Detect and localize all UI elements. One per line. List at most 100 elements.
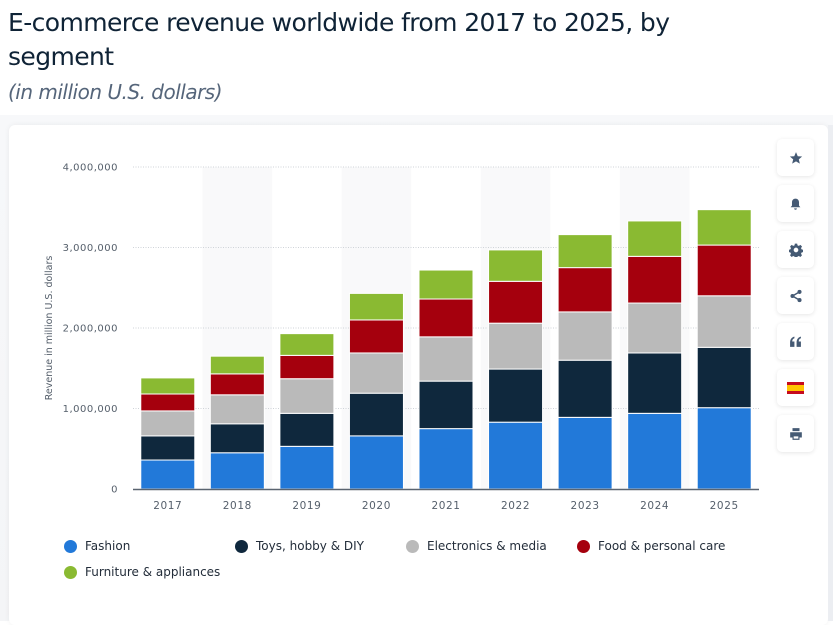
x-tick-label: 2020 <box>362 500 391 512</box>
settings-button[interactable] <box>777 231 814 268</box>
star-icon <box>789 151 802 164</box>
y-tick-label: 0 <box>111 485 118 496</box>
spain-flag-icon <box>787 381 804 394</box>
bell-icon <box>790 198 801 210</box>
bar-stack-2021 <box>418 269 474 490</box>
legend-dot-icon <box>235 539 248 553</box>
bar-segment[interactable] <box>348 292 404 321</box>
y-tick-label: 1,000,000 <box>63 404 118 415</box>
bar-segment[interactable] <box>557 359 613 418</box>
bar-segment[interactable] <box>279 354 335 380</box>
bar-segment[interactable] <box>696 407 752 490</box>
bar-segment[interactable] <box>348 352 404 394</box>
bar-segment[interactable] <box>627 255 683 304</box>
bar-segment[interactable] <box>418 336 474 382</box>
bar-segment[interactable] <box>418 269 474 300</box>
bar-segment[interactable] <box>557 311 613 361</box>
bar-segment[interactable] <box>209 394 265 425</box>
legend-item[interactable]: Electronics & media <box>406 538 577 554</box>
bar-segment[interactable] <box>488 249 544 282</box>
bars <box>140 209 752 490</box>
page-title: E-commerce revenue worldwide from 2017 t… <box>8 8 670 71</box>
x-tick-label: 2021 <box>431 500 460 512</box>
bar-segment[interactable] <box>279 333 335 356</box>
x-tick-label: 2022 <box>501 500 530 512</box>
legend-dot-icon <box>64 565 77 579</box>
printer-icon <box>789 427 802 440</box>
x-tick-label: 2023 <box>571 500 600 512</box>
bar-segment[interactable] <box>279 378 335 414</box>
bar-segment[interactable] <box>627 220 683 257</box>
bar-segment[interactable] <box>418 428 474 490</box>
bar-segment[interactable] <box>209 355 265 375</box>
bar-stack-2019 <box>279 333 335 490</box>
bar-segment[interactable] <box>696 295 752 348</box>
favorite-button[interactable] <box>777 139 814 176</box>
bar-segment[interactable] <box>696 346 752 409</box>
legend-label: Fashion <box>85 539 131 553</box>
language-button[interactable] <box>777 369 814 406</box>
bar-stack-2018 <box>209 355 265 490</box>
notification-button[interactable] <box>777 185 814 222</box>
bar-segment[interactable] <box>279 445 335 490</box>
legend-item[interactable]: Furniture & appliances <box>64 564 235 580</box>
bar-stack-2023 <box>557 234 613 490</box>
bar-stack-2020 <box>348 292 404 490</box>
x-axis: 2017 2018 2019 2020 2021 2022 2023 2024 2025 <box>133 488 759 512</box>
quote-icon <box>790 336 801 347</box>
x-tick-label: 2025 <box>710 500 739 512</box>
bar-segment[interactable] <box>140 377 196 395</box>
page-subtitle: (in million U.S. dollars) <box>8 80 223 104</box>
bar-segment[interactable] <box>488 280 544 324</box>
cite-button[interactable] <box>777 323 814 360</box>
share-icon <box>789 289 802 302</box>
bar-segment[interactable] <box>557 267 613 313</box>
x-tick-label: 2018 <box>223 500 252 512</box>
legend-dot-icon <box>406 539 419 553</box>
bar-segment[interactable] <box>696 209 752 246</box>
toolbar <box>777 139 814 452</box>
bar-segment[interactable] <box>140 459 196 490</box>
bar-segment[interactable] <box>140 410 196 437</box>
scrollbar-track[interactable] <box>828 125 833 621</box>
share-button[interactable] <box>777 277 814 314</box>
bar-segment[interactable] <box>348 435 404 490</box>
legend-item[interactable]: Food & personal care <box>577 538 748 554</box>
bar-segment[interactable] <box>140 393 196 412</box>
bar-segment[interactable] <box>627 302 683 354</box>
bar-segment[interactable] <box>209 423 265 454</box>
y-axis-label: Revenue in million U.S. dollars <box>44 256 55 401</box>
bar-segment[interactable] <box>488 322 544 370</box>
bar-segment[interactable] <box>209 373 265 396</box>
y-axis-ticks: 0 1,000,000 2,000,000 3,000,000 4,000,000 <box>63 163 118 496</box>
y-tick-label: 2,000,000 <box>63 324 118 335</box>
bar-segment[interactable] <box>696 244 752 297</box>
bar-segment[interactable] <box>488 421 544 490</box>
bar-segment[interactable] <box>348 392 404 437</box>
legend-label: Toys, hobby & DIY <box>256 539 364 553</box>
bar-segment[interactable] <box>557 234 613 269</box>
legend-item[interactable]: Toys, hobby & DIY <box>235 538 406 554</box>
legend-label: Food & personal care <box>598 539 726 553</box>
print-button[interactable] <box>777 415 814 452</box>
bar-segment[interactable] <box>209 452 265 490</box>
legend-item[interactable]: Fashion <box>64 538 235 554</box>
bar-segment[interactable] <box>627 352 683 414</box>
bar-segment[interactable] <box>418 380 474 430</box>
legend-dot-icon <box>577 539 590 553</box>
bar-segment[interactable] <box>279 412 335 447</box>
bar-segment[interactable] <box>557 416 613 490</box>
bar-segment[interactable] <box>418 298 474 338</box>
bar-segment[interactable] <box>627 412 683 490</box>
bar-segment[interactable] <box>140 435 196 461</box>
bar-segment[interactable] <box>488 368 544 423</box>
y-tick-label: 4,000,000 <box>63 163 118 174</box>
x-tick-label: 2017 <box>153 500 182 512</box>
bar-stack-2017 <box>140 377 196 490</box>
y-tick-label: 3,000,000 <box>63 243 118 254</box>
bar-segment[interactable] <box>348 319 404 354</box>
bar-stack-2025 <box>696 209 752 490</box>
legend-dot-icon <box>64 539 77 553</box>
chart-legend: Fashion Toys, hobby & DIY Electronics & me… <box>64 538 764 580</box>
